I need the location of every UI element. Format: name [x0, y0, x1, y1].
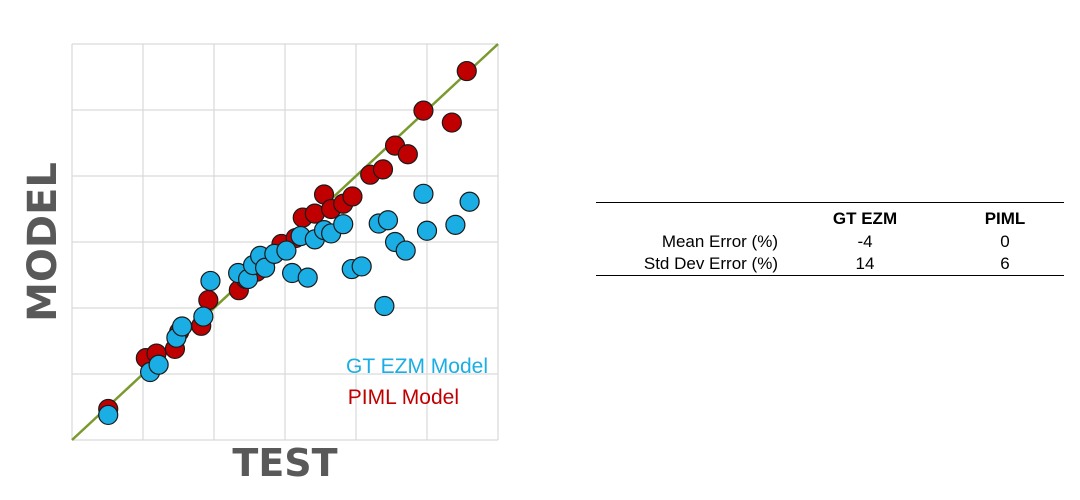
y-axis-title: MODEL	[20, 162, 66, 322]
table-header-gt-ezm: GT EZM	[832, 209, 898, 228]
cell-mean-error-piml: 0	[1000, 232, 1010, 251]
data-point	[333, 214, 354, 235]
table-row: Mean Error (%) -4 0	[596, 231, 1064, 253]
data-point	[413, 183, 434, 204]
x-axis-title: TEST	[232, 441, 337, 485]
table-row: Std Dev Error (%) 14 6	[596, 253, 1064, 276]
data-point	[171, 316, 193, 337]
legend-gt-ezm: GT EZM Model	[346, 355, 488, 378]
data-point	[413, 100, 434, 121]
series-layer	[98, 60, 480, 426]
data-point	[193, 306, 214, 327]
cell-std-dev-gt-ezm: 14	[855, 254, 875, 273]
cell-std-dev-piml: 6	[1000, 254, 1010, 273]
table-header-piml: PIML	[984, 209, 1026, 228]
data-point	[459, 191, 480, 212]
data-point	[374, 295, 395, 317]
table-header-row: GT EZM PIML	[596, 202, 1064, 232]
data-point	[342, 186, 363, 207]
data-point	[255, 257, 276, 278]
data-point	[98, 404, 119, 426]
error-stats-table: GT EZM PIML Mean Error (%) -4 0 Std Dev …	[596, 202, 1064, 276]
cell-mean-error-gt-ezm: -4	[857, 232, 873, 251]
data-point	[445, 214, 466, 235]
row-label-mean-error: Mean Error (%)	[661, 232, 778, 251]
data-point	[200, 270, 221, 292]
data-point	[397, 144, 418, 165]
data-point	[351, 256, 372, 277]
table-header-corner	[596, 203, 784, 232]
legend-piml: PIML Model	[348, 386, 459, 409]
row-label-std-dev-error: Std Dev Error (%)	[643, 254, 778, 273]
data-point	[276, 240, 297, 261]
data-point	[372, 159, 394, 180]
data-point	[297, 267, 318, 288]
data-point	[441, 112, 462, 133]
data-point	[416, 220, 438, 241]
data-point	[395, 240, 416, 261]
data-point	[377, 210, 399, 231]
series-gt-ezm-model	[98, 183, 480, 426]
data-point	[456, 60, 477, 82]
data-point	[148, 354, 169, 375]
